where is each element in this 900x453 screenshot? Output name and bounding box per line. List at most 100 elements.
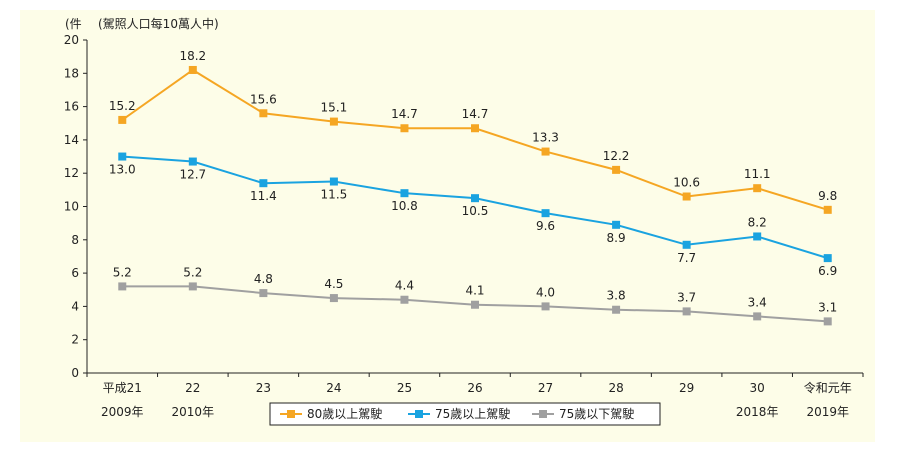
y-tick-label: 8 bbox=[71, 233, 79, 247]
x-tick-label: 27 bbox=[538, 381, 553, 395]
y-tick-label: 2 bbox=[71, 333, 79, 347]
x-year-label: 2010年 bbox=[172, 405, 215, 419]
data-label: 3.1 bbox=[818, 300, 837, 314]
legend-label: 75歲以上駕駛 bbox=[435, 407, 510, 421]
data-point bbox=[612, 220, 621, 229]
data-label: 4.8 bbox=[254, 272, 273, 286]
data-label: 9.6 bbox=[536, 219, 555, 233]
data-label: 6.9 bbox=[818, 264, 837, 278]
data-point bbox=[400, 295, 409, 304]
data-point bbox=[612, 305, 621, 314]
data-label: 10.8 bbox=[391, 199, 418, 213]
legend-box bbox=[269, 402, 661, 426]
data-point bbox=[612, 165, 621, 174]
data-point bbox=[823, 317, 832, 326]
data-point bbox=[329, 177, 338, 186]
data-label: 12.7 bbox=[179, 168, 206, 182]
x-tick-label: 26 bbox=[467, 381, 482, 395]
data-label: 12.2 bbox=[603, 149, 630, 163]
data-label: 5.2 bbox=[113, 265, 132, 279]
y-unit-label: (件 bbox=[65, 17, 82, 31]
x-tick-label: 28 bbox=[608, 381, 623, 395]
legend-label: 80歲以上駕駛 bbox=[307, 407, 382, 421]
x-year-label: 2009年 bbox=[101, 405, 144, 419]
data-label: 14.7 bbox=[462, 107, 489, 121]
data-point bbox=[118, 152, 127, 161]
data-point bbox=[753, 312, 762, 321]
data-point bbox=[471, 194, 479, 203]
y-tick-label: 12 bbox=[64, 166, 79, 180]
data-label: 4.4 bbox=[395, 279, 414, 293]
x-tick-label: 23 bbox=[256, 381, 271, 395]
y-tick-label: 10 bbox=[64, 200, 79, 214]
data-point bbox=[471, 300, 479, 309]
data-point bbox=[823, 205, 832, 214]
y-tick-label: 16 bbox=[64, 100, 79, 114]
data-point bbox=[682, 192, 691, 201]
data-point bbox=[541, 147, 550, 156]
data-label: 3.8 bbox=[607, 289, 626, 303]
x-tick-label: 25 bbox=[397, 381, 412, 395]
data-label: 11.1 bbox=[744, 167, 771, 181]
data-point bbox=[753, 232, 762, 241]
series-line-0 bbox=[121, 68, 829, 211]
legend-label: 75歲以下駕駛 bbox=[559, 407, 634, 421]
x-year-label: 2019年 bbox=[806, 405, 849, 419]
x-tick-label: 24 bbox=[326, 381, 341, 395]
data-point bbox=[118, 282, 127, 291]
x-tick-label: 22 bbox=[185, 381, 200, 395]
y-tick-label: 0 bbox=[71, 366, 79, 380]
y-tick-label: 14 bbox=[64, 133, 79, 147]
data-point bbox=[188, 282, 197, 291]
chart-panel: 0 2 4 6 8 10 12 14 16 18 20 平成21 2009年 22 2010年 23 24 25 2… bbox=[20, 10, 875, 442]
x-tick-label: 令和元年 bbox=[804, 380, 852, 395]
data-point bbox=[329, 117, 338, 126]
data-label: 3.4 bbox=[748, 295, 767, 309]
legend-marker bbox=[539, 410, 547, 418]
legend-marker bbox=[415, 410, 423, 418]
data-point bbox=[259, 289, 268, 298]
data-label: 15.2 bbox=[109, 99, 136, 113]
data-point bbox=[471, 124, 479, 133]
legend-marker bbox=[287, 410, 295, 418]
data-point bbox=[541, 209, 550, 218]
data-label: 4.1 bbox=[465, 284, 484, 298]
data-point bbox=[188, 65, 197, 74]
y-tick-label: 18 bbox=[64, 66, 79, 80]
data-label: 3.7 bbox=[677, 290, 696, 304]
data-label: 15.6 bbox=[250, 92, 277, 106]
y-tick-label: 6 bbox=[71, 266, 79, 280]
data-point bbox=[682, 307, 691, 316]
data-label: 8.9 bbox=[607, 231, 626, 245]
data-label: 10.6 bbox=[673, 176, 700, 190]
data-label: 7.7 bbox=[677, 251, 696, 265]
data-point bbox=[400, 189, 409, 198]
data-label: 4.0 bbox=[536, 285, 555, 299]
data-label: 14.7 bbox=[391, 107, 418, 121]
data-point bbox=[259, 179, 268, 188]
data-label: 11.5 bbox=[321, 188, 348, 202]
x-tick-label: 平成21 bbox=[103, 381, 142, 395]
data-point bbox=[118, 115, 127, 124]
data-point bbox=[682, 240, 691, 249]
x-year-label: 2018年 bbox=[736, 405, 779, 419]
data-label: 11.4 bbox=[250, 189, 277, 203]
y-unit-description: (駕照人口每10萬人中) bbox=[98, 16, 219, 31]
data-point bbox=[753, 184, 762, 193]
data-label: 18.2 bbox=[179, 49, 206, 63]
data-label: 4.5 bbox=[324, 277, 343, 291]
y-tick-label: 4 bbox=[71, 299, 79, 313]
data-point bbox=[823, 254, 832, 263]
data-point bbox=[188, 157, 197, 166]
y-tick-label: 20 bbox=[64, 33, 79, 47]
data-point bbox=[541, 302, 550, 311]
data-point bbox=[329, 294, 338, 303]
data-label: 15.1 bbox=[321, 101, 348, 115]
data-label: 13.3 bbox=[532, 131, 559, 145]
data-label: 5.2 bbox=[183, 265, 202, 279]
data-point bbox=[400, 124, 409, 133]
x-tick-label: 29 bbox=[679, 381, 694, 395]
data-label: 9.8 bbox=[818, 189, 837, 203]
data-label: 13.0 bbox=[109, 163, 136, 177]
